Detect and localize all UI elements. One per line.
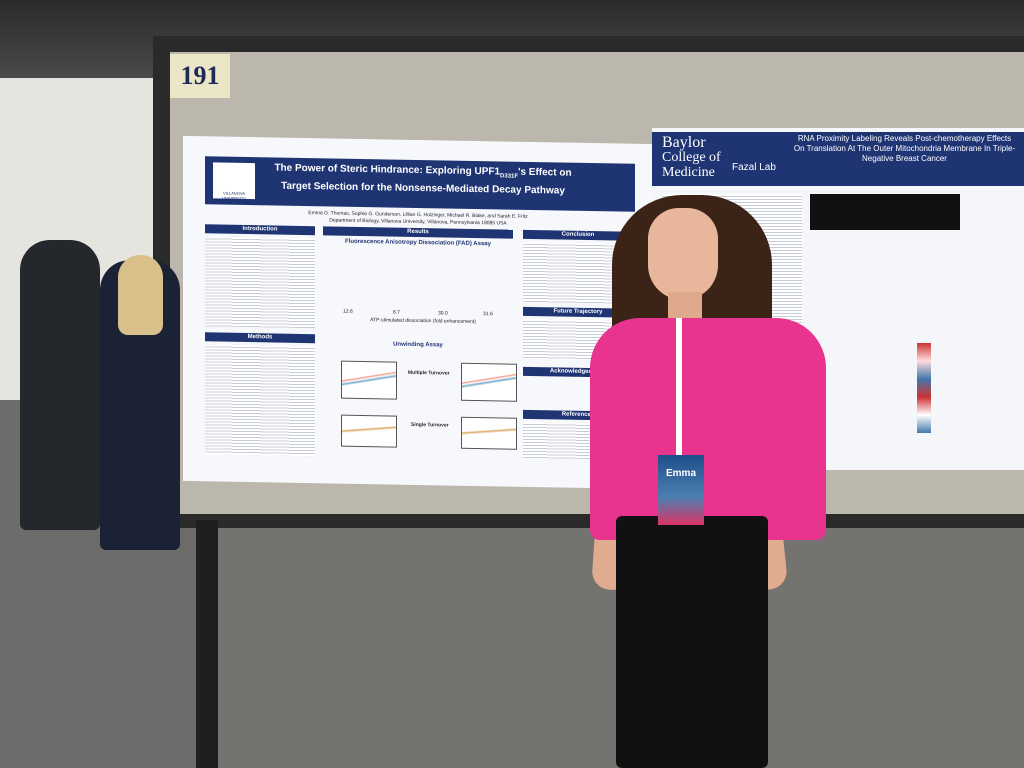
heatmap xyxy=(917,343,931,433)
plot xyxy=(341,414,397,448)
label: Multiple Turnover xyxy=(408,369,450,377)
left-poster: VILLANOVA UNIVERSITY The Power of Steric… xyxy=(183,135,653,490)
section-header: Results xyxy=(323,226,513,239)
board-number: 191 xyxy=(170,54,230,98)
person-face xyxy=(648,208,718,300)
lab-name: Fazal Lab xyxy=(732,162,776,173)
plot xyxy=(461,362,517,402)
institution: College of xyxy=(662,150,721,165)
institution: Medicine xyxy=(662,165,715,180)
fold-caption: ATP-stimulated dissociation (fold enhanc… xyxy=(370,317,476,326)
results-heading: Fluorescence Anisotropy Dissociation (FA… xyxy=(345,238,491,248)
text-block xyxy=(205,236,315,329)
fold-value: 6.7 xyxy=(393,309,400,316)
board-leg xyxy=(196,520,218,768)
label: Single Turnover xyxy=(411,421,449,429)
header-banner xyxy=(652,132,1024,186)
poster-title: The Power of Steric Hindrance: Exploring… xyxy=(263,161,583,198)
title-sub: D331F xyxy=(500,173,519,180)
plot xyxy=(341,360,397,400)
person-pants xyxy=(616,516,768,768)
badge xyxy=(658,455,704,525)
lanyard xyxy=(676,318,682,458)
section-header: Introduction xyxy=(205,224,315,236)
title: The Power of Steric Hindrance: Exploring… xyxy=(274,162,501,178)
person-shirt xyxy=(590,318,826,540)
plot xyxy=(461,416,517,450)
badge-name: Emma xyxy=(665,468,696,479)
fold-value: 30.0 xyxy=(438,310,448,317)
fold-value: 12.6 xyxy=(343,308,353,315)
visitor xyxy=(20,240,100,530)
text-block xyxy=(205,344,315,457)
unwinding-heading: Unwinding Assay xyxy=(393,341,443,349)
fold-value: 31.6 xyxy=(483,311,493,318)
figure-strip xyxy=(810,194,960,230)
section-header: Methods xyxy=(205,332,315,344)
poster-title: RNA Proximity Labeling Reveals Post-chem… xyxy=(793,134,1016,163)
institution: Baylor xyxy=(662,134,706,151)
visitor-hair xyxy=(118,255,163,335)
logo: VILLANOVA UNIVERSITY xyxy=(213,162,255,201)
